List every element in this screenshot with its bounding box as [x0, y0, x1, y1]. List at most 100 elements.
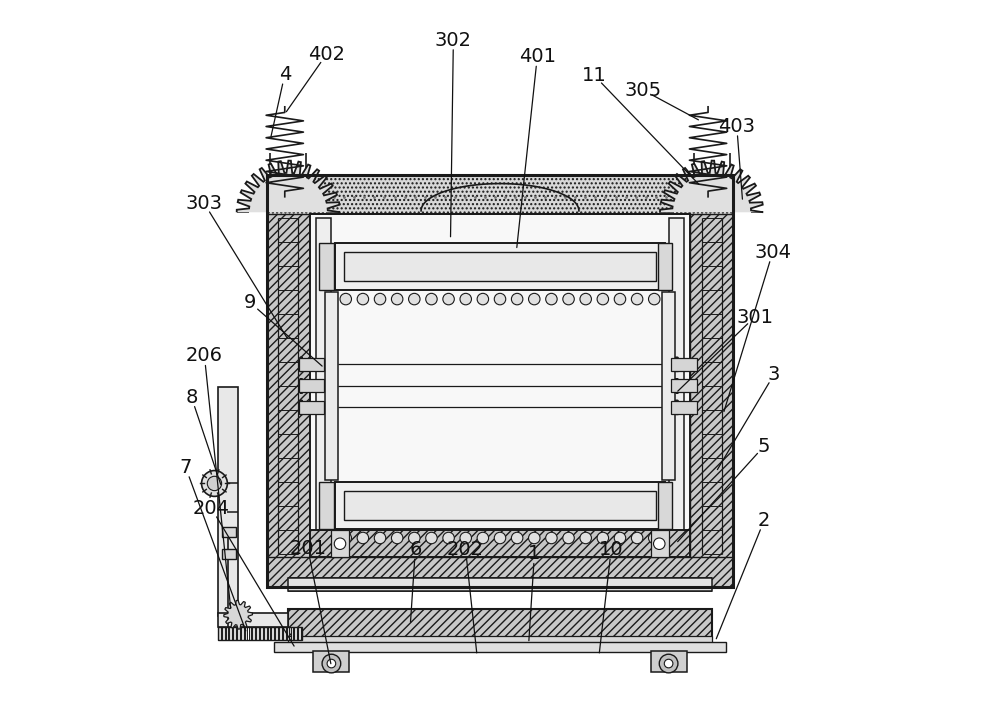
Circle shape [649, 532, 660, 544]
Bar [268, 627, 270, 640]
Bar [267, 175, 733, 588]
Circle shape [426, 294, 437, 305]
Bar [316, 218, 331, 554]
Text: 402: 402 [308, 45, 345, 64]
Polygon shape [660, 161, 763, 213]
Text: 204: 204 [193, 499, 230, 518]
Text: 201: 201 [289, 539, 326, 557]
Circle shape [334, 538, 346, 549]
Bar [651, 651, 687, 672]
Text: 5: 5 [758, 437, 770, 455]
Circle shape [207, 476, 222, 491]
Bar [288, 609, 712, 638]
Circle shape [391, 532, 403, 544]
Bar [252, 627, 255, 640]
Circle shape [614, 532, 626, 544]
Circle shape [580, 294, 591, 305]
Circle shape [374, 532, 386, 544]
Bar [662, 292, 675, 480]
Text: 303: 303 [186, 194, 223, 213]
Polygon shape [237, 161, 340, 213]
Circle shape [477, 294, 489, 305]
Circle shape [409, 532, 420, 544]
Bar [245, 627, 247, 640]
Bar [222, 527, 236, 537]
Circle shape [546, 294, 557, 305]
Circle shape [409, 294, 420, 305]
Circle shape [443, 532, 454, 544]
Bar [344, 252, 656, 281]
Circle shape [202, 471, 227, 497]
Bar [267, 175, 310, 588]
Bar [229, 627, 232, 640]
Circle shape [322, 654, 341, 673]
Bar [287, 627, 289, 640]
Circle shape [327, 659, 336, 668]
Text: 305: 305 [625, 81, 662, 100]
Circle shape [340, 532, 351, 544]
Circle shape [273, 180, 304, 211]
Text: 1: 1 [528, 544, 541, 563]
Circle shape [563, 294, 574, 305]
Circle shape [631, 294, 643, 305]
Text: 3: 3 [768, 365, 780, 384]
Circle shape [460, 532, 471, 544]
Bar [271, 627, 274, 640]
Circle shape [546, 532, 557, 544]
Circle shape [631, 532, 643, 544]
Bar [241, 627, 244, 640]
Bar [335, 243, 665, 290]
Text: 10: 10 [599, 540, 624, 559]
Bar [299, 380, 324, 393]
Text: 6: 6 [409, 540, 422, 559]
Circle shape [511, 294, 523, 305]
Text: 301: 301 [736, 307, 773, 327]
Bar [671, 401, 697, 414]
Circle shape [460, 294, 471, 305]
Bar [299, 358, 324, 371]
Text: 403: 403 [718, 116, 755, 136]
Text: 8: 8 [185, 388, 198, 407]
Circle shape [696, 180, 727, 211]
Bar [299, 401, 324, 414]
Bar [274, 642, 726, 652]
Bar [233, 627, 236, 640]
Bar [294, 627, 297, 640]
Circle shape [597, 294, 609, 305]
Circle shape [614, 294, 626, 305]
Text: 4: 4 [279, 65, 291, 84]
Bar [222, 627, 225, 640]
Text: 9: 9 [244, 293, 257, 312]
Polygon shape [224, 600, 252, 629]
Circle shape [659, 654, 678, 673]
Circle shape [649, 294, 660, 305]
Bar [669, 218, 684, 554]
Bar [288, 578, 712, 591]
Bar [264, 627, 267, 640]
Circle shape [391, 294, 403, 305]
Bar [275, 627, 278, 640]
Circle shape [529, 532, 540, 544]
Bar [218, 387, 238, 616]
Bar [310, 215, 690, 557]
Bar [226, 627, 228, 640]
Bar [288, 609, 712, 638]
Circle shape [597, 532, 609, 544]
Bar [319, 482, 334, 529]
Bar [335, 482, 665, 529]
Circle shape [494, 532, 506, 544]
Bar [256, 627, 259, 640]
Bar [260, 627, 263, 640]
Circle shape [664, 659, 673, 668]
Bar [218, 627, 221, 640]
Bar [325, 292, 338, 480]
Circle shape [340, 294, 351, 305]
Bar [658, 482, 672, 529]
Bar [310, 530, 690, 557]
Text: 11: 11 [582, 67, 607, 85]
Text: 206: 206 [186, 346, 223, 365]
Circle shape [426, 532, 437, 544]
Text: 302: 302 [435, 30, 472, 50]
Circle shape [477, 532, 489, 544]
Text: 202: 202 [447, 540, 484, 559]
